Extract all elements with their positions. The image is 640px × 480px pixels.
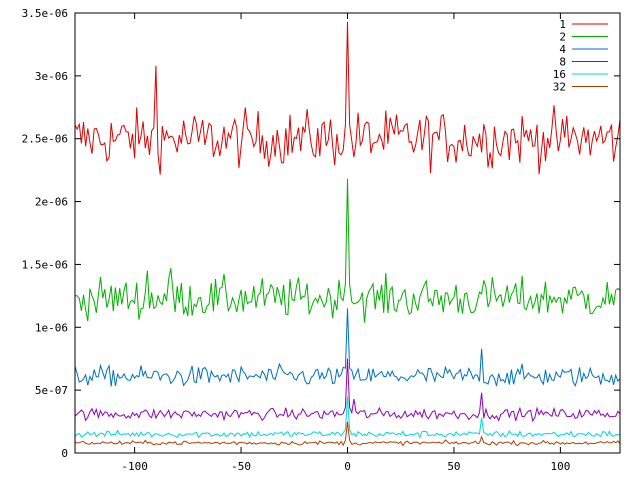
plot-frame — [74, 12, 621, 454]
y-tick-label: 1e-06 — [35, 321, 68, 334]
legend-label-32: 32 — [553, 81, 566, 94]
series-layer — [74, 21, 621, 447]
series-line-4 — [74, 308, 621, 387]
x-tick-label: 50 — [447, 460, 460, 473]
legend-label-8: 8 — [559, 56, 566, 69]
x-tick-label: 100 — [550, 460, 570, 473]
x-tick-label: -50 — [231, 460, 251, 473]
legend-label-4: 4 — [559, 43, 566, 56]
axes-layer: -100 -50 0 50 100 0 5e-07 1e-06 1.5e-06 2e-06 2.5e… — [22, 7, 620, 473]
series-line-2 — [74, 178, 621, 323]
legend-label-16: 16 — [553, 68, 566, 81]
x-tick-label: 0 — [344, 460, 351, 473]
y-tick-label: 2.5e-06 — [22, 133, 68, 146]
y-tick-label: 3.5e-06 — [22, 7, 68, 20]
series-line-8 — [74, 358, 621, 423]
y-tick-label: 3e-06 — [35, 70, 68, 83]
y-tick-label: 0 — [61, 447, 68, 460]
series-line-32 — [74, 421, 621, 447]
y-tick-label: 1.5e-06 — [22, 258, 68, 271]
series-line-1 — [74, 21, 621, 175]
y-tick-label: 2e-06 — [35, 196, 68, 209]
legend-label-1: 1 — [559, 18, 566, 31]
legend-label-2: 2 — [559, 31, 566, 44]
x-tick-label: -100 — [121, 460, 148, 473]
series-line-16 — [74, 396, 621, 439]
y-tick-label: 5e-07 — [35, 384, 68, 397]
